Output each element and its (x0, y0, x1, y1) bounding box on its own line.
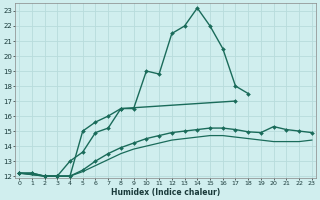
X-axis label: Humidex (Indice chaleur): Humidex (Indice chaleur) (111, 188, 220, 197)
